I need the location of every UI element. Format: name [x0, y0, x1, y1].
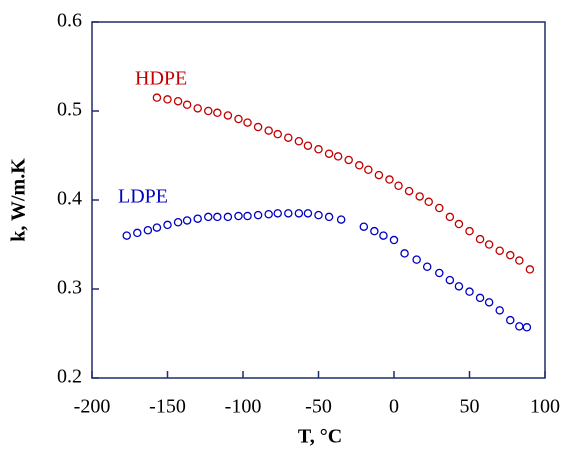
y-tick-label: 0.6 — [57, 10, 82, 32]
point — [234, 114, 243, 124]
point — [475, 234, 485, 244]
point — [484, 298, 494, 307]
x-tick-label: -100 — [225, 396, 262, 418]
point — [143, 226, 153, 235]
point — [359, 222, 369, 231]
point — [445, 275, 455, 285]
point — [364, 165, 373, 174]
point — [404, 186, 414, 196]
point — [163, 95, 172, 104]
point — [355, 161, 364, 170]
point — [465, 226, 474, 236]
point — [273, 209, 282, 218]
x-axis-label: T, °C — [298, 426, 342, 448]
point — [475, 293, 485, 303]
point — [454, 219, 464, 229]
point — [435, 268, 444, 278]
y-tick-label: 0.4 — [57, 188, 82, 210]
point — [522, 323, 532, 332]
point — [495, 306, 504, 315]
point — [389, 235, 399, 245]
point — [303, 209, 313, 218]
y-tick-label: 0.3 — [57, 277, 82, 299]
point — [264, 126, 273, 135]
point — [506, 250, 515, 260]
x-tick-label: -50 — [305, 396, 332, 418]
point — [173, 217, 183, 227]
point — [204, 106, 213, 116]
y-tick-label: 0.2 — [57, 366, 82, 388]
annotation: HDPE — [135, 68, 187, 90]
x-tick-label: -200 — [74, 396, 111, 418]
point — [294, 137, 304, 146]
point — [525, 265, 535, 274]
point — [415, 192, 424, 201]
point — [370, 226, 379, 236]
annotation: LDPE — [118, 186, 168, 208]
point — [314, 145, 323, 154]
point — [333, 152, 343, 161]
point — [253, 210, 263, 220]
y-axis-label: k, W/m.K — [8, 158, 30, 242]
point — [324, 212, 334, 222]
point — [379, 231, 388, 240]
point — [243, 118, 252, 127]
point — [424, 197, 433, 207]
point — [182, 100, 192, 110]
point — [400, 249, 409, 258]
point — [506, 315, 515, 325]
point — [515, 256, 524, 265]
point — [193, 214, 202, 223]
point — [182, 216, 192, 225]
point — [394, 181, 403, 191]
point — [243, 211, 252, 221]
point — [495, 246, 504, 255]
point — [152, 93, 162, 102]
point — [445, 212, 455, 222]
point — [314, 210, 323, 220]
point — [284, 133, 293, 142]
point — [422, 262, 432, 271]
point — [234, 211, 243, 221]
x-tick-label: 100 — [530, 396, 560, 418]
point — [374, 170, 384, 180]
point — [284, 209, 293, 218]
point — [213, 212, 222, 222]
point — [223, 111, 233, 120]
point — [294, 209, 304, 218]
x-tick-label: 0 — [389, 396, 399, 418]
point — [264, 209, 273, 219]
y-tick-label: 0.5 — [57, 99, 82, 121]
point — [152, 223, 162, 232]
point — [213, 108, 222, 118]
point — [273, 129, 282, 139]
point — [193, 104, 202, 113]
point — [163, 220, 172, 230]
point — [122, 231, 131, 240]
point — [223, 212, 233, 222]
x-tick-label: 50 — [460, 396, 480, 418]
point — [133, 228, 142, 238]
point — [324, 149, 334, 158]
point — [204, 212, 213, 222]
point — [173, 96, 183, 106]
point — [385, 175, 394, 184]
point — [484, 240, 494, 249]
x-tick-label: -150 — [149, 396, 186, 418]
point — [515, 322, 524, 331]
point — [435, 203, 444, 213]
point — [303, 141, 313, 150]
point — [465, 287, 474, 296]
point — [344, 155, 353, 165]
point — [412, 255, 421, 264]
point — [454, 282, 464, 291]
point — [253, 122, 263, 132]
point — [336, 215, 346, 224]
